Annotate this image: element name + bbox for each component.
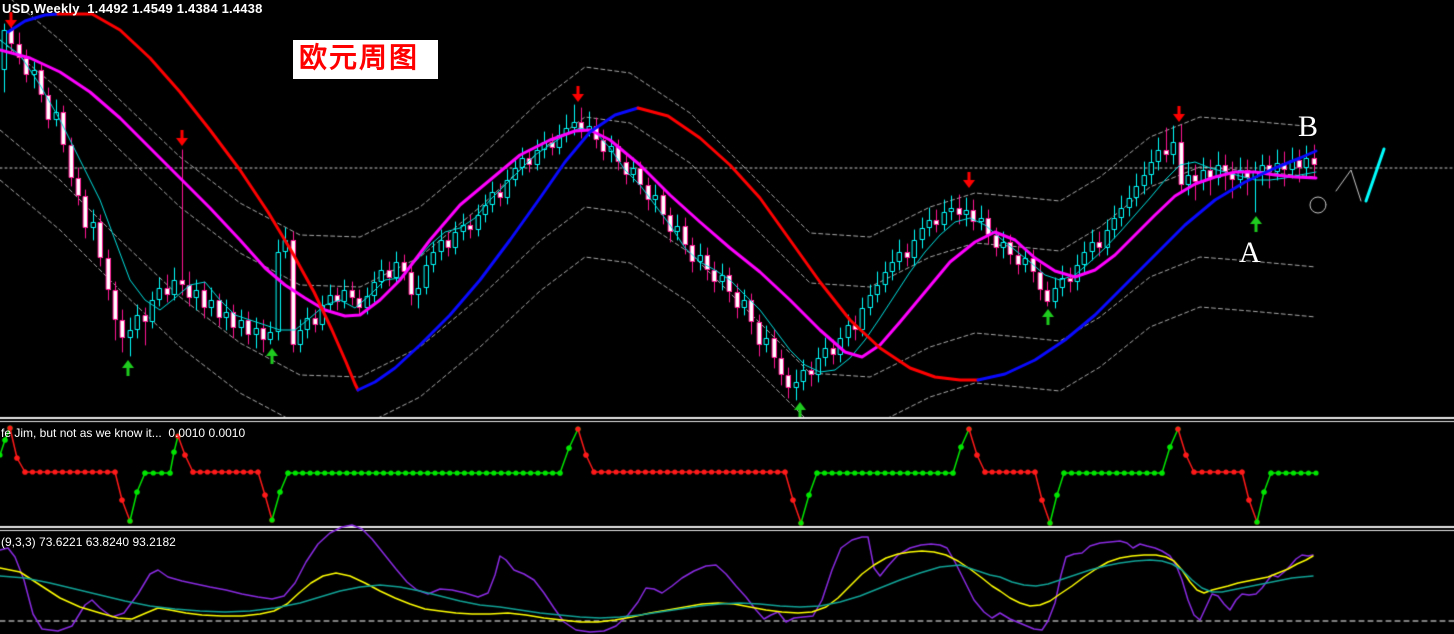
annotation-text: 欧元周图 <box>299 43 420 74</box>
annotation-text-box: 欧元周图 <box>293 40 438 79</box>
indicator-label-jim: fe Jim, but not as we know it... 0.0010 … <box>1 426 246 440</box>
chart-symbol-title: USD,Weekly 1.4492 1.4549 1.4384 1.4438 <box>2 1 263 16</box>
annotation-letter-b: B <box>1298 110 1319 143</box>
annotation-letter-a: A <box>1239 236 1261 269</box>
indicator-label-stochastic: (9,3,3) 73.6221 63.8240 93.2182 <box>1 535 176 549</box>
